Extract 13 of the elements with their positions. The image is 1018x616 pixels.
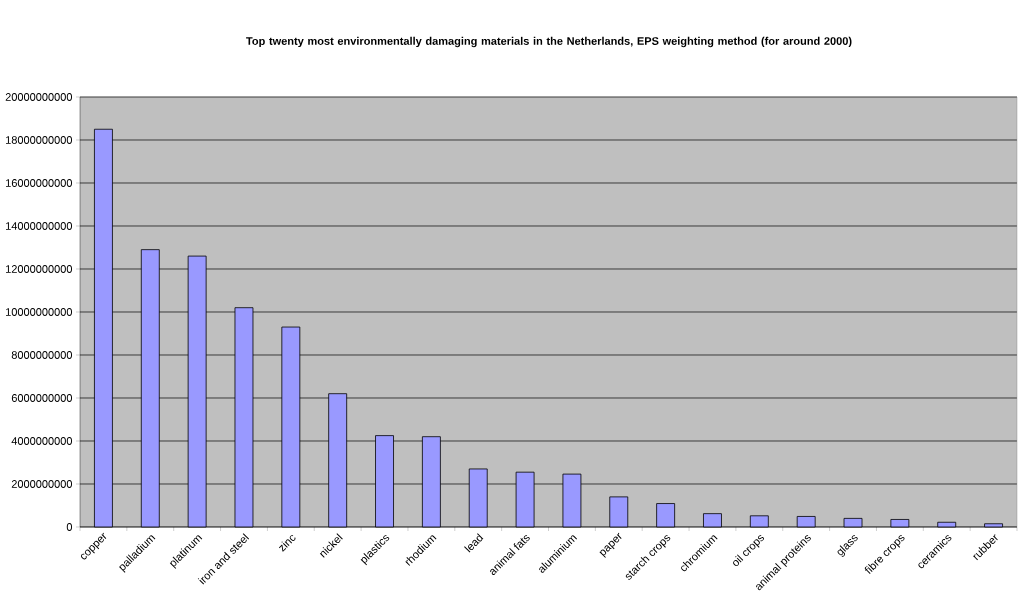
y-tick-label: 0	[66, 523, 73, 531]
y-tick-label: 16000000000	[6, 179, 73, 187]
y-tick-label: 8000000000	[11, 351, 73, 359]
y-tick-label: 20000000000	[5, 93, 73, 101]
y-tick-label: 10000000000	[6, 308, 73, 316]
y-tick-label: 6000000000	[11, 394, 73, 402]
y-tick-label: 12000000000	[6, 265, 73, 273]
x-tick-label: zinc	[278, 535, 296, 552]
chart-title: Top twenty most environmentally damaging materials in the Netherlands, EPS weighting method (for around 2000)	[246, 36, 852, 48]
y-tick-label: 2000000000	[11, 480, 73, 488]
y-tick-label: 18000000000	[6, 136, 73, 144]
y-tick-label: 14000000000	[6, 222, 73, 230]
y-tick-label: 4000000000	[11, 437, 73, 445]
